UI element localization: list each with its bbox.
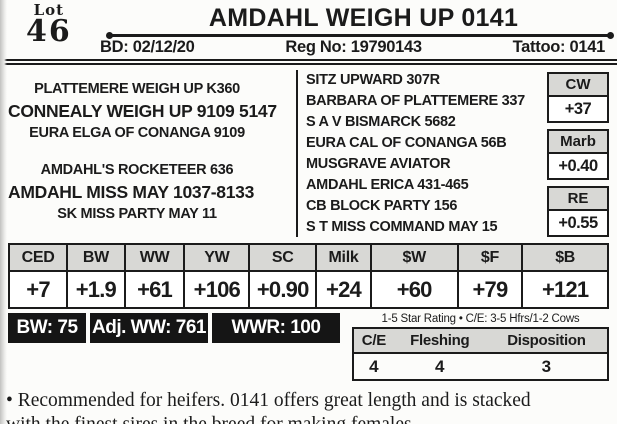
epd-value: +79 (456, 270, 524, 309)
ancestor-name: CB BLOCK PARTY 156 (306, 198, 458, 214)
star-rating-table: C/E Fleshing Disposition 4 4 3 (352, 327, 609, 381)
epd-table: CED BW WW YW SC Milk $W $F $B +7 +1.9 +6… (7, 243, 609, 309)
lot-description-line: with the finest sires in the breed for m… (6, 413, 613, 424)
ancestor-name: BARBARA OF PLATTEMERE 337 (306, 93, 525, 109)
stat-value: +37 (564, 100, 592, 118)
star-col-header: Fleshing (393, 328, 486, 354)
stat-value: +0.55 (558, 214, 598, 232)
tattoo: Tattoo: 0141 (512, 38, 606, 56)
ancestor-name: S A V BISMARCK 5682 (306, 114, 456, 130)
ancestor-name: AMDAHL ERICA 431-465 (306, 177, 469, 193)
sire-name: CONNEALY WEIGH UP 9109 5147 (8, 101, 277, 121)
dam-granddam: SK MISS PARTY MAY 11 (57, 206, 217, 222)
dam-name: AMDAHL MISS MAY 1037-8133 (8, 182, 255, 202)
stat-box-cw: CW +37 (547, 72, 609, 123)
epd-value: +1.9 (66, 270, 126, 309)
epd-value: +0.90 (248, 270, 318, 309)
star-rating-caption: 1-5 Star Rating • C/E: 3-5 Hfrs/1-2 Cows (381, 313, 580, 325)
ancestor-name: SITZ UPWARD 307R (306, 72, 440, 88)
epd-value: +121 (521, 270, 609, 309)
epd-col-header: YW (183, 243, 251, 272)
ancestor-name: EURA CAL OF CONANGA 56B (306, 135, 507, 151)
sire-granddam: EURA ELGA OF CONANGA 9109 (29, 125, 245, 141)
ancestor-name: S T MISS COMMAND MAY 15 (306, 219, 498, 235)
sire-grandsire: PLATTEMERE WEIGH UP K360 (34, 81, 240, 97)
page-edge-shadow (0, 0, 7, 424)
ancestor-name: MUSGRAVE AVIATOR (306, 156, 451, 172)
pedigree-ancestors: SITZ UPWARD 307R BARBARA OF PLATTEMERE 3… (296, 70, 539, 237)
epd-col-header: BW (66, 243, 126, 272)
pedigree-section: PLATTEMERE WEIGH UP K360 CONNEALY WEIGH … (0, 65, 617, 241)
weaning-weight-ratio-bar: WWR: 100 (212, 313, 340, 343)
star-header-row: C/E Fleshing Disposition (353, 328, 608, 354)
epd-value: +60 (369, 270, 459, 309)
stat-box-re: RE +0.55 (547, 186, 609, 237)
epd-col-header: Milk (315, 243, 372, 272)
star-value: 4 (353, 353, 394, 380)
adjusted-weaning-weight-bar: Adj. WW: 761 (90, 313, 208, 343)
birth-date: BD: 02/12/20 (100, 38, 195, 56)
epd-col-header: $F (456, 243, 524, 272)
title-row: AMDAHL WEIGH UP 0141 (110, 0, 617, 33)
lot-description: • Recommended for heifers. 0141 offers g… (6, 389, 613, 424)
stat-label: Marb (549, 131, 607, 154)
epd-value: +61 (123, 270, 186, 309)
epd-col-header: $B (521, 243, 609, 272)
stat-value: +0.40 (558, 157, 598, 175)
lot-description-line: • Recommended for heifers. 0141 offers g… (6, 390, 531, 411)
dam-grandsire: AMDAHL'S ROCKETEER 636 (40, 162, 234, 178)
title-underline (106, 32, 614, 39)
registration-number: Reg No: 19790143 (285, 38, 422, 56)
lot-block: Lot 46 (26, 1, 72, 49)
id-info-row: BD: 02/12/20 Reg No: 19790143 Tattoo: 01… (0, 37, 617, 59)
carcass-stats-column: CW +37 Marb +0.40 RE +0.55 (547, 72, 609, 237)
stat-label: RE (549, 188, 607, 211)
star-value-row: 4 4 3 (353, 353, 608, 380)
star-col-header: C/E (353, 328, 394, 354)
epd-col-header: WW (123, 243, 186, 272)
epd-col-header: SC (248, 243, 318, 272)
weight-bars: BW: 75 Adj. WW: 761 WWR: 100 (8, 313, 340, 343)
dam-group: AMDAHL'S ROCKETEER 636 AMDAHL MISS MAY 1… (8, 160, 296, 225)
epd-value: +7 (7, 270, 69, 309)
star-col-header: Disposition (485, 328, 608, 354)
star-value: 4 (393, 353, 486, 380)
bottom-section: BW: 75 Adj. WW: 761 WWR: 100 1-5 Star Ra… (8, 313, 609, 381)
lot-number: 46 (26, 14, 72, 49)
header-divider (0, 59, 617, 65)
lot-label: Lot (33, 1, 65, 19)
epd-col-header: CED (7, 243, 69, 272)
animal-title: AMDAHL WEIGH UP 0141 (208, 4, 519, 32)
epd-value: +106 (183, 270, 251, 309)
star-value: 3 (485, 353, 608, 380)
pedigree-parents: PLATTEMERE WEIGH UP K360 CONNEALY WEIGH … (8, 65, 296, 241)
stat-label: CW (549, 74, 607, 97)
birth-weight-bar: BW: 75 (8, 313, 86, 343)
epd-header-row: CED BW WW YW SC Milk $W $F $B (7, 243, 609, 272)
epd-value-row: +7 +1.9 +61 +106 +0.90 +24 +60 +79 +121 (7, 270, 609, 309)
epd-value: +24 (315, 270, 372, 309)
stat-box-marb: Marb +0.40 (547, 129, 609, 180)
star-rating-block: 1-5 Star Rating • C/E: 3-5 Hfrs/1-2 Cows… (352, 313, 609, 381)
epd-col-header: $W (369, 243, 459, 272)
sire-group: PLATTEMERE WEIGH UP K360 CONNEALY WEIGH … (8, 79, 296, 144)
